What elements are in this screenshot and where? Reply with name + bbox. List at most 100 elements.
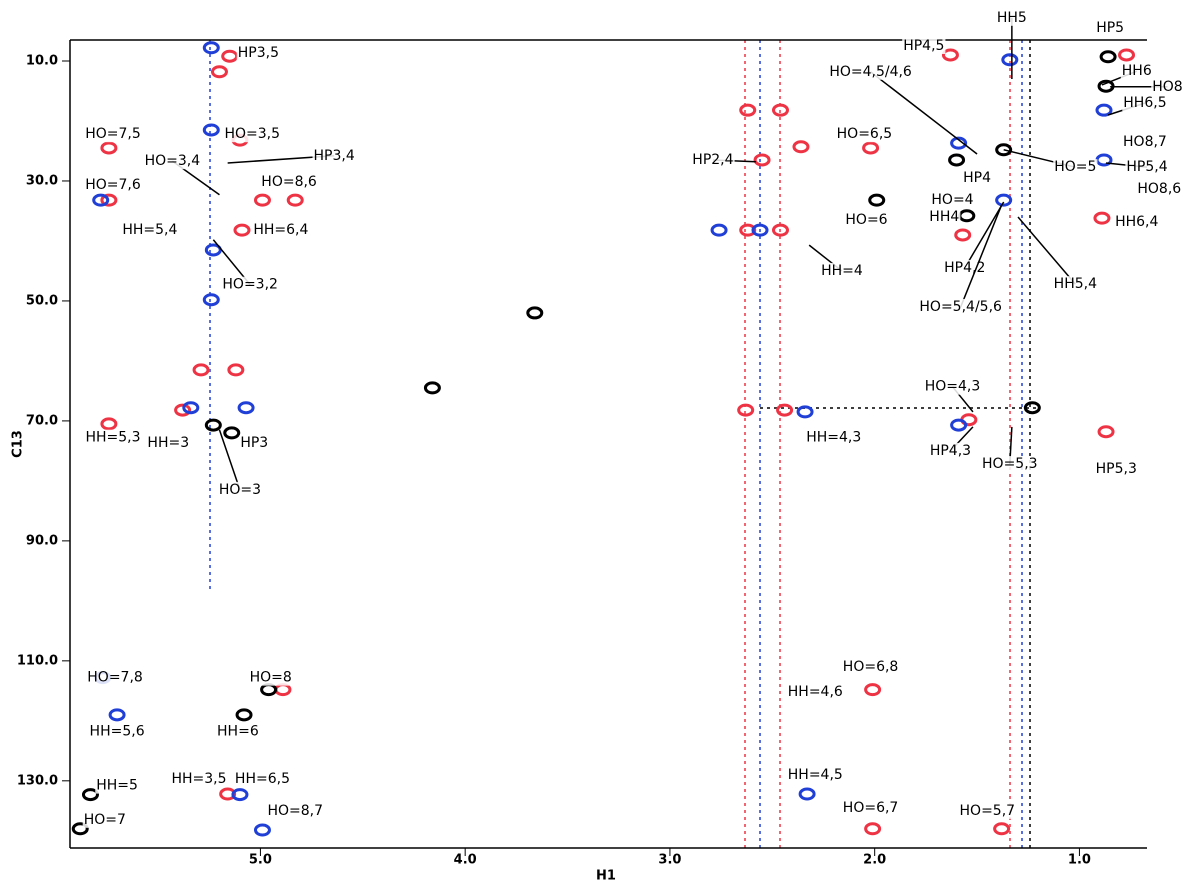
y-tick-label: 70.0 xyxy=(26,413,58,428)
peak xyxy=(202,123,220,137)
peak-label: HP5,4 xyxy=(1126,159,1167,175)
peak xyxy=(739,223,757,237)
label-background xyxy=(928,442,973,459)
peak-label: HH=6,4 xyxy=(253,222,308,238)
label-background xyxy=(1120,63,1153,80)
label-background xyxy=(923,378,982,395)
peak xyxy=(237,401,255,415)
peak xyxy=(227,363,245,377)
peak xyxy=(204,243,222,257)
peak-label: HH=4,3 xyxy=(806,430,861,446)
peak-label: HP4,5 xyxy=(903,38,944,54)
label-background xyxy=(217,481,263,498)
peak-label: HP3,4 xyxy=(314,148,355,164)
peak xyxy=(204,418,222,432)
label-background xyxy=(1125,159,1169,176)
peak xyxy=(1099,50,1117,64)
label-background xyxy=(691,151,735,168)
label-background xyxy=(805,429,863,446)
peak xyxy=(771,223,789,237)
label-background xyxy=(1114,213,1160,230)
x-tick-label: 4.0 xyxy=(454,853,477,868)
peak xyxy=(221,49,239,63)
peak-label: HO=7,5 xyxy=(85,126,141,142)
peak-label: HH4 xyxy=(929,209,959,225)
y-tick-label: 10.0 xyxy=(26,53,58,68)
peak xyxy=(210,65,228,79)
peak-label: HH=6,5 xyxy=(235,771,290,787)
peak-label: HO8,7 xyxy=(1123,134,1167,150)
peak-label: HO=7,8 xyxy=(87,670,143,686)
y-tick-label: 30.0 xyxy=(26,173,58,188)
peak-label: HO=4,5/4,6 xyxy=(829,64,912,80)
label-background xyxy=(121,222,179,239)
peak xyxy=(995,143,1013,157)
peak xyxy=(1023,401,1041,415)
peak-label: HH=5,6 xyxy=(90,724,145,740)
label-background xyxy=(84,177,142,194)
peak xyxy=(739,103,757,117)
peak xyxy=(1093,211,1111,225)
peak xyxy=(950,136,968,150)
label-background xyxy=(841,799,900,816)
peak xyxy=(233,223,251,237)
y-tick-label: 50.0 xyxy=(26,293,58,308)
t1-noise xyxy=(209,40,1040,848)
peak-label: HP4,3 xyxy=(930,443,971,459)
peak-label: HO=3,4 xyxy=(145,153,201,169)
label-background xyxy=(86,669,144,686)
y-tick-label: 90.0 xyxy=(26,533,58,548)
leader-line xyxy=(870,71,978,155)
x-tick-label: 3.0 xyxy=(658,853,681,868)
peak xyxy=(958,209,976,223)
peak-label: HO8,6 xyxy=(1137,181,1181,197)
peak-label: HO=4,3 xyxy=(925,379,981,395)
label-background xyxy=(962,169,993,186)
label-background xyxy=(943,259,987,276)
label-background xyxy=(786,766,844,783)
peak xyxy=(174,403,192,417)
label-background xyxy=(820,262,864,279)
peak xyxy=(274,683,292,697)
label-background xyxy=(1122,94,1168,111)
label-background xyxy=(841,658,900,675)
y-axis-label: C13 xyxy=(11,430,26,458)
label-background xyxy=(918,298,1004,315)
label-background xyxy=(786,684,844,701)
label-background xyxy=(239,435,270,452)
label-background xyxy=(266,802,325,819)
peak xyxy=(792,140,810,154)
peak-label: HO=5,7 xyxy=(960,803,1016,819)
peak xyxy=(253,193,271,207)
peak-label: HP5,3 xyxy=(1096,461,1137,477)
label-background xyxy=(216,723,260,740)
peak xyxy=(995,193,1013,207)
peak-label: HO=5,3 xyxy=(982,456,1038,472)
peak xyxy=(235,708,253,722)
label-background xyxy=(958,802,1017,819)
label-background xyxy=(828,63,913,80)
peak-label: HH=5 xyxy=(96,778,138,794)
peak xyxy=(223,426,241,440)
peak xyxy=(202,41,220,55)
peak-label: HO=5 xyxy=(1054,159,1096,175)
label-background xyxy=(1095,20,1126,37)
leader-line xyxy=(1017,216,1076,285)
peak-label: HP3 xyxy=(240,435,268,451)
label-background xyxy=(1136,180,1183,197)
peak xyxy=(202,293,220,307)
peak xyxy=(950,418,968,432)
label-background xyxy=(248,669,293,686)
x-axis-label: H1 xyxy=(596,869,616,884)
x-tick-label: 1.0 xyxy=(1068,853,1091,868)
peak-label: HO=5,4/5,6 xyxy=(919,299,1002,315)
peak-label: HO=7,6 xyxy=(85,177,141,193)
label-background xyxy=(84,126,142,143)
peak xyxy=(941,48,959,62)
peak-label: HH5,4 xyxy=(1054,276,1097,292)
peak-label: HO=4 xyxy=(931,192,973,208)
label-background xyxy=(1053,159,1098,176)
peak xyxy=(864,822,882,836)
peak-label: HH=3,5 xyxy=(171,771,226,787)
label-background xyxy=(835,126,894,143)
